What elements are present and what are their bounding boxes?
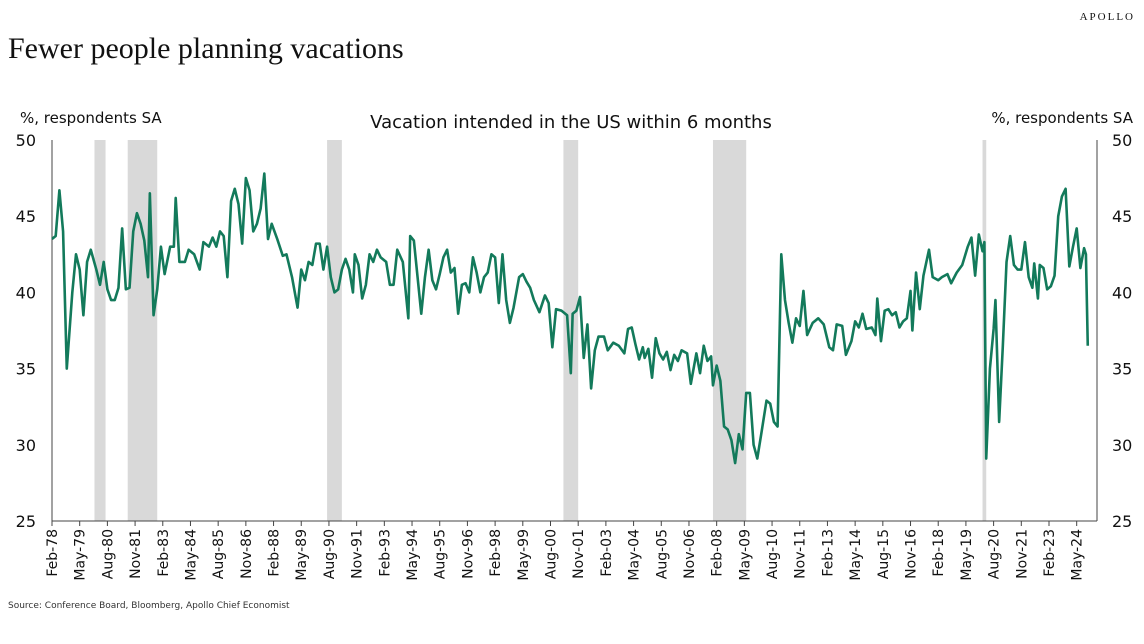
x-tick-label: Aug-00 bbox=[543, 529, 559, 579]
x-tick-label: Nov-01 bbox=[571, 529, 587, 579]
x-tick-label: Nov-91 bbox=[350, 529, 366, 579]
x-tick-label: May-14 bbox=[848, 529, 864, 581]
y-tick-label: 35 bbox=[16, 360, 36, 379]
x-tick-label: Aug-15 bbox=[876, 529, 892, 579]
x-tick-label: Aug-85 bbox=[211, 529, 227, 579]
x-tick-label: Feb-88 bbox=[267, 529, 283, 577]
x-tick-label: May-99 bbox=[516, 529, 532, 581]
x-tick-label: Feb-23 bbox=[1042, 529, 1058, 577]
x-tick-label: Aug-05 bbox=[654, 529, 670, 579]
x-tick-label: May-89 bbox=[294, 529, 310, 581]
x-tick-label: Aug-10 bbox=[765, 529, 781, 579]
x-tick-label: Feb-08 bbox=[710, 529, 726, 577]
x-tick-label: May-84 bbox=[183, 529, 199, 581]
y-axis-label: %, respondents SA bbox=[20, 109, 162, 127]
recession-band bbox=[327, 140, 342, 521]
x-tick-label: Feb-98 bbox=[488, 529, 504, 577]
x-tick-label: Aug-20 bbox=[987, 529, 1003, 579]
recession-band bbox=[94, 140, 106, 521]
y2-tick-label: 30 bbox=[1112, 436, 1132, 455]
y-tick-label: 50 bbox=[16, 131, 36, 150]
recession-band bbox=[127, 140, 158, 521]
y2-tick-label: 40 bbox=[1112, 283, 1132, 302]
chart-title: Fewer people planning vacations bbox=[8, 32, 404, 65]
x-tick-label: Nov-21 bbox=[1014, 529, 1030, 579]
source-note: Source: Conference Board, Bloomberg, Apo… bbox=[8, 601, 290, 611]
data-line bbox=[51, 172, 1090, 465]
x-tick-label: Feb-18 bbox=[931, 529, 947, 577]
y2-tick-label: 45 bbox=[1112, 207, 1132, 226]
x-tick-label: Nov-81 bbox=[128, 529, 144, 579]
x-tick-label: Nov-96 bbox=[460, 529, 476, 579]
chart-subtitle: Vacation intended in the US within 6 mon… bbox=[370, 112, 772, 133]
y-tick-label: 30 bbox=[16, 436, 36, 455]
x-tick-label: Nov-86 bbox=[239, 529, 255, 579]
x-tick-label: May-24 bbox=[1070, 529, 1086, 581]
x-tick-label: Nov-16 bbox=[904, 529, 920, 579]
x-tick-label: Nov-06 bbox=[682, 529, 698, 579]
y2-tick-label: 25 bbox=[1112, 512, 1132, 531]
x-tick-label: Nov-11 bbox=[793, 529, 809, 579]
y-tick-label: 45 bbox=[16, 207, 36, 226]
y2-axis-label: %, respondents SA bbox=[991, 109, 1133, 127]
x-tick-label: Feb-83 bbox=[156, 529, 172, 577]
recession-band bbox=[712, 140, 747, 521]
x-tick-label: May-04 bbox=[627, 529, 643, 581]
y-tick-label: 40 bbox=[16, 283, 36, 302]
x-tick-label: Aug-90 bbox=[322, 529, 338, 579]
x-tick-label: May-19 bbox=[959, 529, 975, 581]
y-tick-label: 25 bbox=[16, 512, 36, 531]
recession-band bbox=[563, 140, 579, 521]
x-tick-label: May-79 bbox=[73, 529, 89, 581]
x-tick-label: Feb-78 bbox=[45, 529, 61, 577]
x-tick-label: Feb-93 bbox=[377, 529, 393, 577]
y2-tick-label: 35 bbox=[1112, 360, 1132, 379]
x-tick-label: Feb-03 bbox=[599, 529, 615, 577]
brand: APOLLO bbox=[1080, 11, 1135, 23]
x-tick-label: Aug-80 bbox=[100, 529, 116, 579]
y2-tick-label: 50 bbox=[1112, 131, 1132, 150]
x-tick-label: Feb-13 bbox=[820, 529, 836, 577]
x-tick-label: Aug-95 bbox=[433, 529, 449, 579]
x-tick-label: May-09 bbox=[737, 529, 753, 581]
x-tick-label: May-94 bbox=[405, 529, 421, 581]
